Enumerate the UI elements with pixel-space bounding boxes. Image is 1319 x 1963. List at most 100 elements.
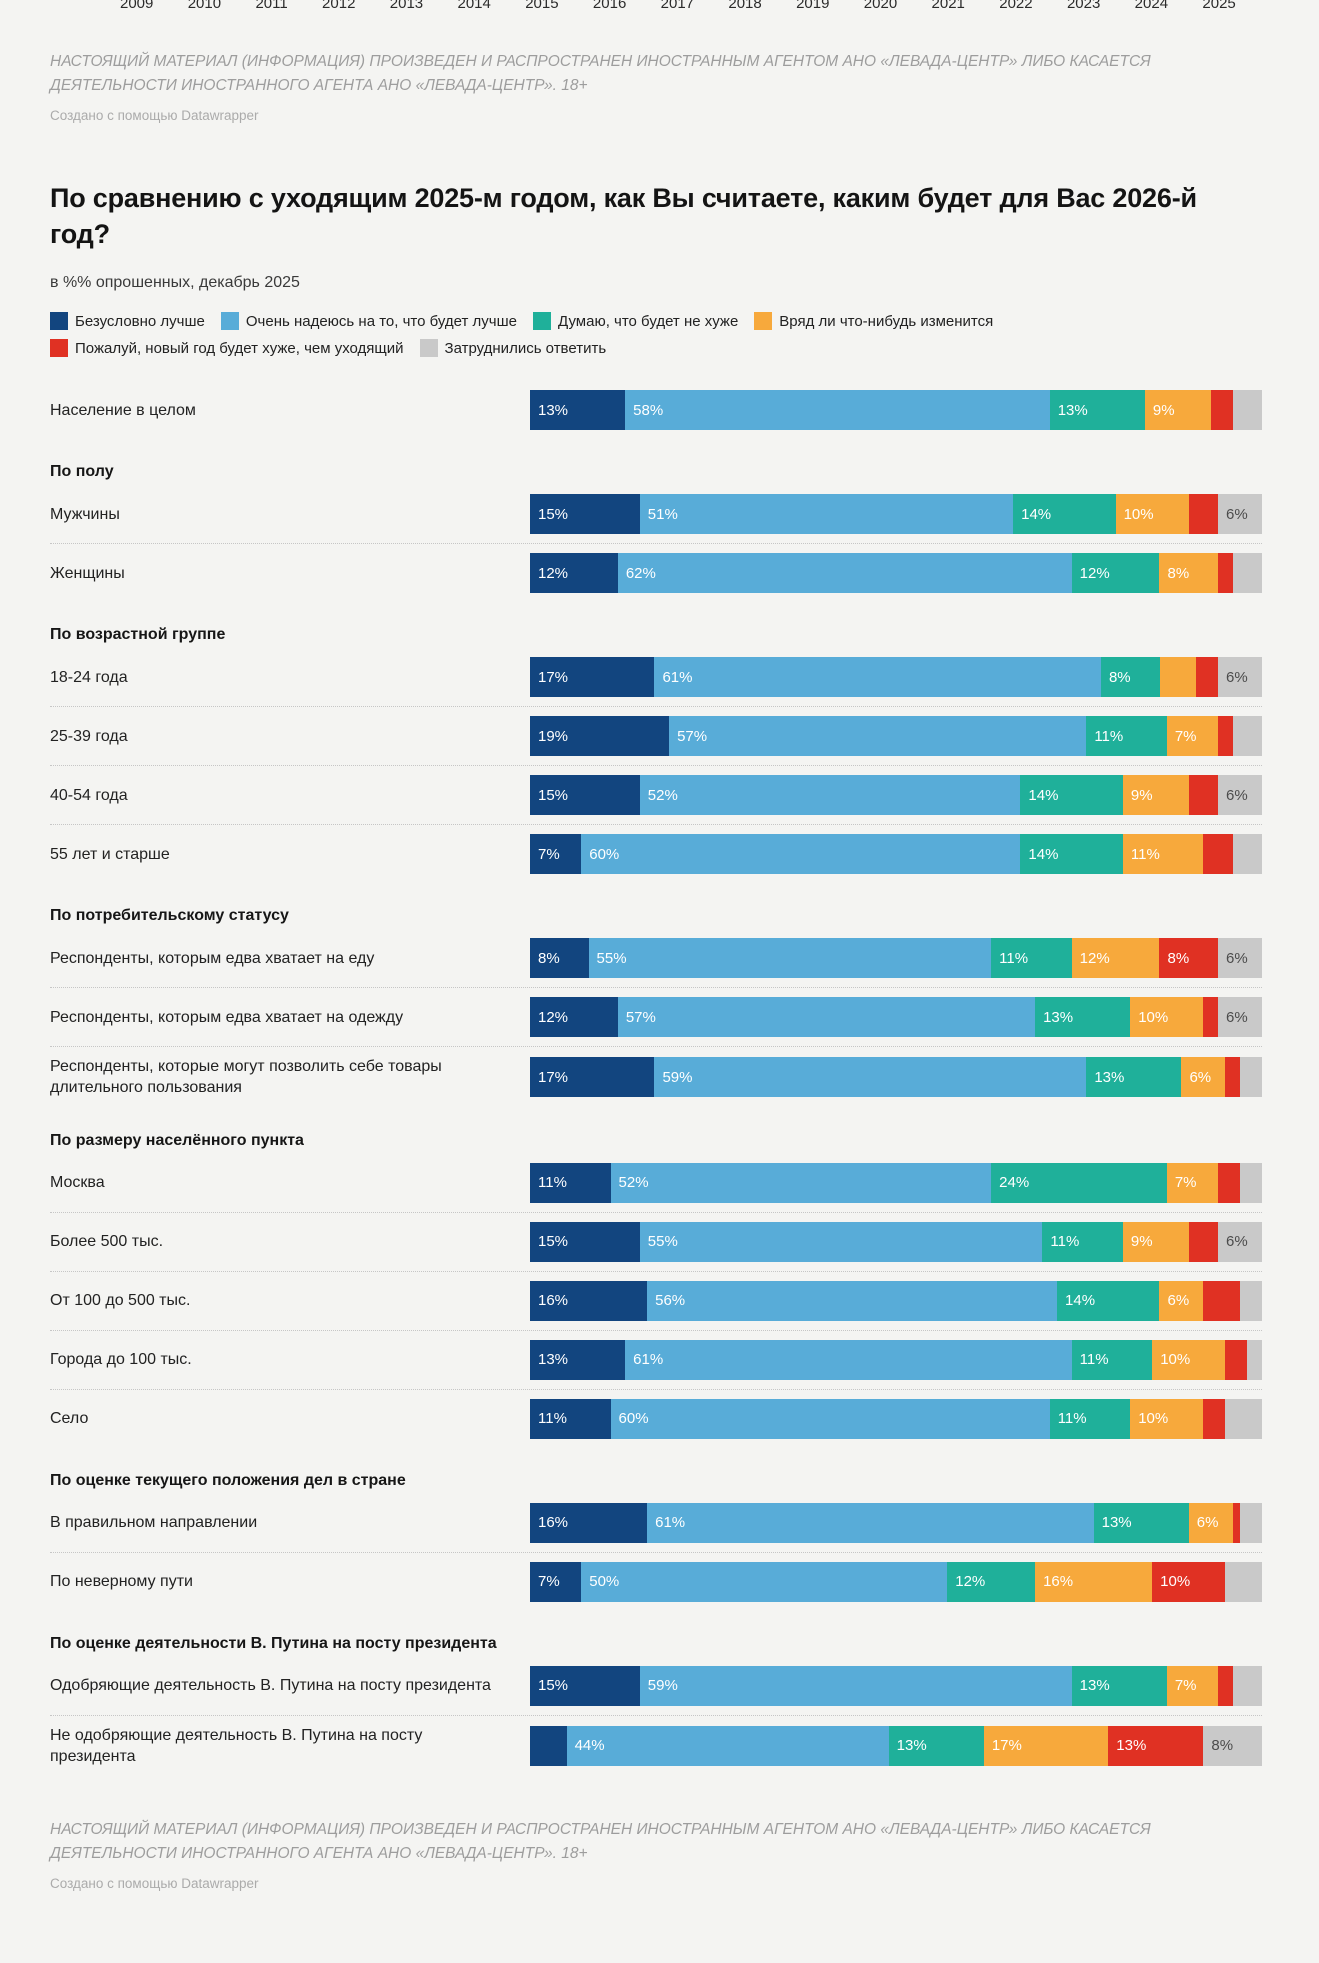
legend-item: Безусловно лучше <box>50 312 205 331</box>
bar-segment <box>1196 657 1219 698</box>
bar-segment: 8% <box>1203 1725 1262 1766</box>
top-axis-year: 2023 <box>1066 0 1101 12</box>
bar-segment <box>1240 1162 1262 1203</box>
segment-value-label: 56% <box>655 1292 686 1309</box>
bar-segment: 15% <box>530 1221 640 1262</box>
legend-label: Пожалуй, новый год будет хуже, чем уходя… <box>75 339 404 357</box>
segment-value-label: 52% <box>618 1174 649 1191</box>
bar-segment: 12% <box>530 553 618 594</box>
segment-value-label: 13% <box>538 401 569 419</box>
top-axis-year: 2024 <box>1134 0 1169 12</box>
legend-swatch-icon <box>754 312 773 331</box>
segment-value-label: 11% <box>999 949 1029 967</box>
top-axis-year: 2021 <box>931 0 965 12</box>
legend-swatch-icon <box>532 312 551 331</box>
bar-segment <box>1225 1561 1262 1602</box>
table-row: Женщины 12% 62% 12% 8% <box>50 543 1262 602</box>
segment-value-label: 15% <box>538 1233 569 1250</box>
bar-segment: 11% <box>1042 1221 1123 1262</box>
segment-value-label: 7% <box>1174 1174 1197 1191</box>
stacked-bar: 16% 61% 13% 6% <box>530 1502 1262 1543</box>
bar-segment: 11% <box>1086 716 1167 757</box>
datawrapper-credit-top[interactable]: Создано с помощью Datawrapper <box>50 108 259 124</box>
segment-value-label: 8% <box>1167 564 1190 582</box>
segment-value-label: 8% <box>1167 949 1190 967</box>
page: 2009 2010 2011 2012 2013 2014 2015 2016 2017 2018… <box>50 0 1262 1891</box>
bar-segment: 16% <box>1035 1561 1153 1602</box>
bar-segment: 19% <box>530 716 670 757</box>
segment-value-label: 9% <box>1152 401 1175 419</box>
top-axis-year: 2018 <box>728 0 762 12</box>
bar-segment <box>1188 494 1219 535</box>
bar-segment: 58% <box>625 390 1050 431</box>
bar-segment: 10% <box>1152 1561 1226 1602</box>
top-axis-year: 2015 <box>525 0 559 12</box>
legend-item: Очень надеюсь на то, что будет лучше <box>220 312 517 331</box>
bar-segment: 11% <box>991 938 1072 979</box>
segment-value-label: 7% <box>538 845 560 863</box>
table-row: Респонденты, которым едва хватает на еду… <box>50 929 1262 987</box>
bar-segment <box>1232 390 1262 431</box>
bar-segment: 55% <box>588 938 992 979</box>
bar-segment: 15% <box>530 1665 640 1706</box>
table-row: Более 500 тыс. 15% 55% 11% 9% 6% <box>50 1211 1262 1271</box>
bar-segment: 6% <box>1218 1221 1262 1262</box>
segment-value-label: 6% <box>1226 949 1248 967</box>
stacked-bar: 12% 62% 12% 8% <box>530 553 1262 594</box>
row-label: 18-24 года <box>50 668 128 686</box>
table-row: Москва 11% 52% 24% 7% <box>50 1154 1262 1212</box>
segment-value-label: 13% <box>1094 1068 1125 1086</box>
bar-segment: 7% <box>530 1561 582 1602</box>
bar-segment <box>1203 997 1219 1038</box>
segment-value-label: 10% <box>1123 505 1154 523</box>
bar-segment: 9% <box>1122 775 1189 816</box>
segment-value-label: 12% <box>538 1008 569 1026</box>
bar-segment: 44% <box>566 1725 889 1766</box>
bar-segment: 11% <box>530 1162 611 1203</box>
stacked-bar: 19% 57% 11% 7% <box>530 716 1262 757</box>
foreign-agent-notice-top: НАСТОЯЩИЙ МАТЕРИАЛ (ИНФОРМАЦИЯ) ПРОИЗВЕД… <box>50 53 1151 95</box>
segment-value-label: 7% <box>1174 1677 1197 1694</box>
segment-value-label: 8% <box>1108 668 1131 686</box>
segment-value-label: 62% <box>625 564 656 582</box>
stacked-bar: 7% 50% 12% 16% 10% <box>530 1561 1262 1602</box>
group-header: По оценке текущего положения дел в стран… <box>50 1471 406 1489</box>
top-axis-year: 2016 <box>592 0 627 12</box>
bar-segment: 15% <box>530 494 640 535</box>
bar-segment: 13% <box>1071 1665 1167 1706</box>
bar-segment: 10% <box>1115 494 1189 535</box>
chart-subtitle: в %% опрошенных, декабрь 2025 <box>50 274 300 292</box>
legend-label: Затруднились ответить <box>444 339 607 357</box>
segment-value-label: 10% <box>1138 1008 1169 1026</box>
bar-segment: 6% <box>1181 1057 1226 1098</box>
segment-value-label: 17% <box>538 668 569 686</box>
bar-segment: 11% <box>1122 834 1204 875</box>
segment-value-label: 15% <box>538 786 569 804</box>
bar-segment: 10% <box>1152 1339 1226 1380</box>
bar-segment: 13% <box>1086 1057 1182 1098</box>
segment-value-label: 61% <box>662 668 693 686</box>
table-row: Население в целом 13% 58% 13% 9% <box>50 381 1262 439</box>
datawrapper-credit-bottom[interactable]: Создано с помощью Datawrapper <box>50 1875 259 1891</box>
table-row: 40-54 года 15% 52% 14% 9% 6% <box>50 765 1262 824</box>
stacked-bar: 13% 61% 11% 10% <box>530 1339 1262 1380</box>
chart: Население в целом 13% 58% 13% 9% По полу Мужчи… <box>50 381 1262 1775</box>
stacked-bar: 17% 59% 13% 6% <box>530 1057 1262 1098</box>
segment-value-label: 60% <box>589 845 620 863</box>
segment-value-label: 12% <box>538 564 569 582</box>
segment-value-label: 17% <box>538 1068 569 1086</box>
table-row: 18-24 года 17% 61% 8% 6% <box>50 648 1262 706</box>
bar-segment <box>1159 657 1197 698</box>
bar-segment <box>1218 716 1233 757</box>
segment-value-label: 15% <box>538 1677 569 1694</box>
row-label: По неверному пути <box>50 1572 193 1590</box>
segment-value-label: 11% <box>1079 1351 1109 1368</box>
bar-segment <box>1232 716 1262 757</box>
chart-group: Население в целом 13% 58% 13% 9% <box>50 381 1262 439</box>
bar-segment: 10% <box>1130 997 1204 1038</box>
bar-segment: 6% <box>1218 938 1262 979</box>
segment-value-label: 6% <box>1226 786 1248 804</box>
legend-label: Думаю, что будет не хуже <box>557 312 739 330</box>
row-label: Одобряющие деятельность В. Путина на пос… <box>50 1676 491 1694</box>
bar-segment: 7% <box>1166 716 1219 757</box>
